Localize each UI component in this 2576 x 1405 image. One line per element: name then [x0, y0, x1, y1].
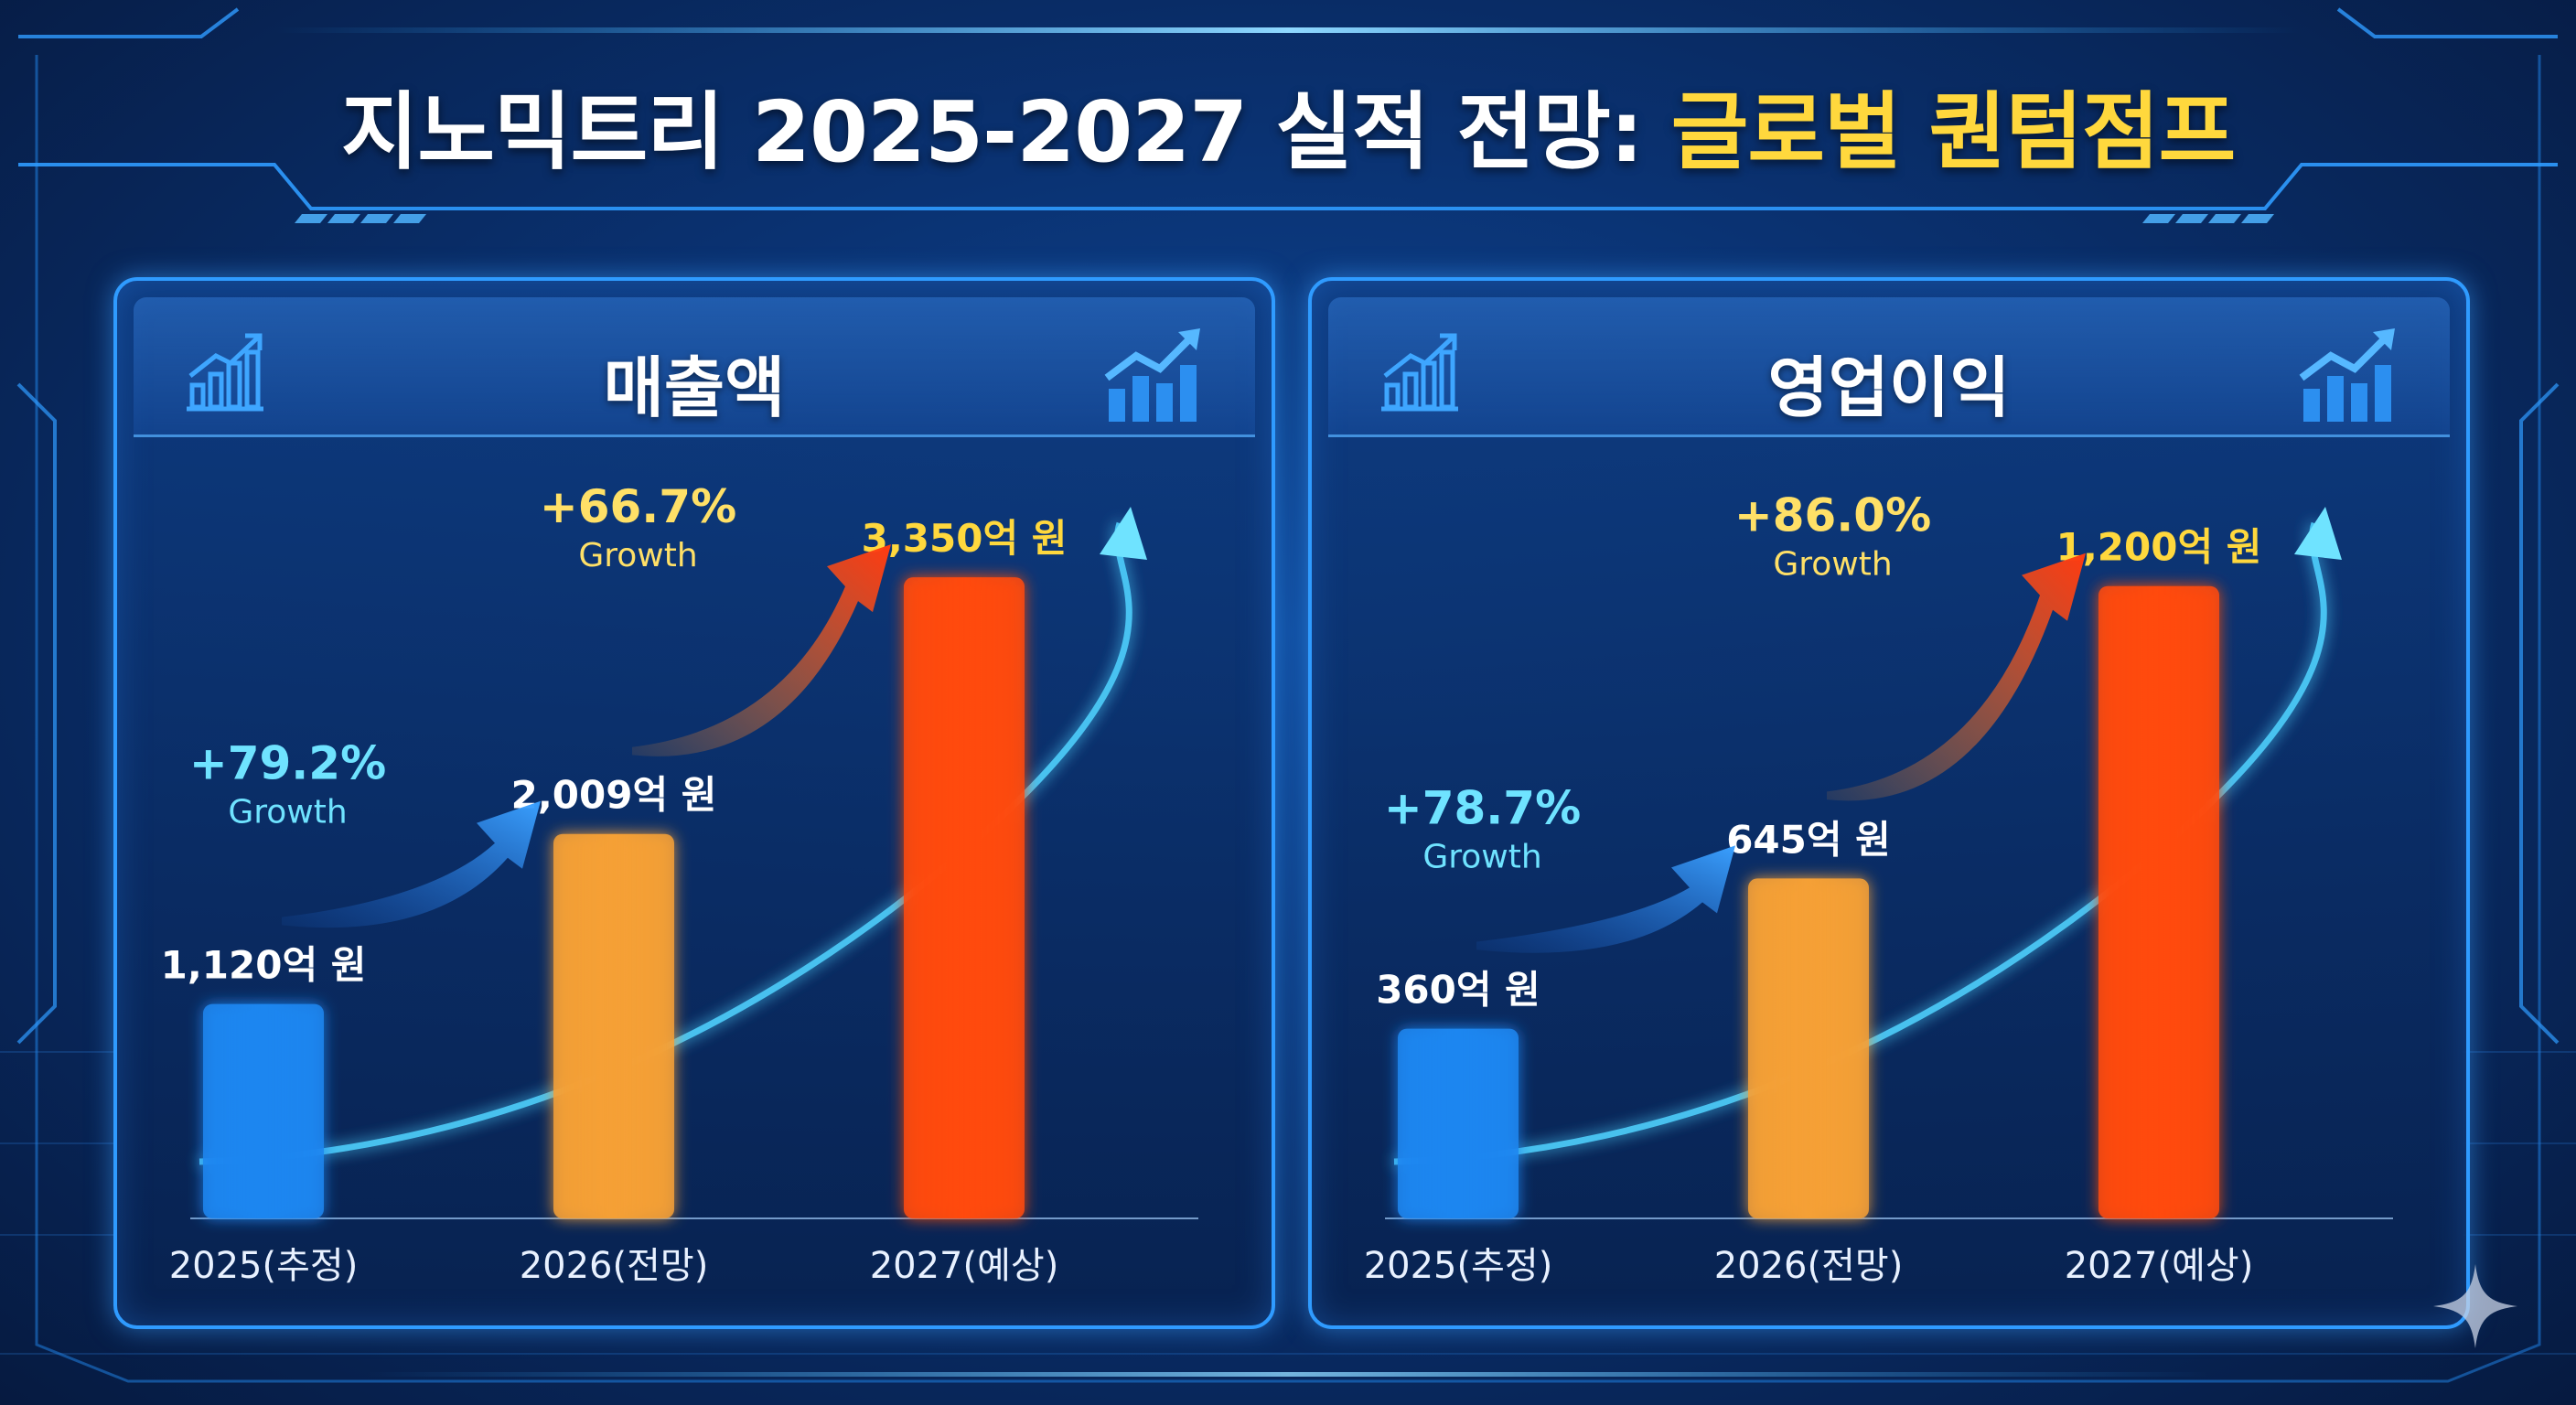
growth-percent: +66.7%: [540, 480, 736, 533]
bar: [553, 833, 674, 1218]
revenue-panel: 1,120억 원 2025(추정) 2,009억 원 2026(전망) 3,350억 원…: [113, 277, 1275, 1329]
bar: [203, 1003, 324, 1218]
growth-caption: Growth: [1773, 546, 1892, 584]
growth-caption: Growth: [228, 794, 347, 831]
bar-chart-up-icon: [187, 333, 263, 412]
page-title: 지노믹트리 2025-2027 실적 전망: 글로벌 퀀텀점프: [0, 64, 2576, 186]
bar-chart: 360억 원 2025(추정) 645억 원 2026(전망) 1,200억 원 2027…: [1364, 489, 2393, 1287]
title-main: 지노믹트리 2025-2027 실적 전망:: [340, 83, 1671, 181]
bar: [1398, 1028, 1519, 1218]
title-frame: [18, 163, 2558, 210]
growth-arrow: [1827, 552, 2086, 801]
growth-percent: +86.0%: [1734, 489, 1931, 542]
value-label: 645억 원: [1726, 817, 1891, 862]
bar-chart-up-icon: [1381, 333, 1458, 412]
category-label: 2026(전망): [1714, 1245, 1904, 1287]
category-label: 2026(전망): [520, 1245, 709, 1287]
bar: [1748, 878, 1869, 1218]
growth-caption: Growth: [578, 537, 697, 574]
growth-percent: +79.2%: [189, 737, 386, 790]
left-bracket: [16, 382, 57, 1045]
panel-header: 영업이익: [1328, 297, 2450, 437]
category-label: 2027(예상): [2065, 1245, 2254, 1287]
stripe-marks-right: [2142, 214, 2274, 223]
growth-bars-arrow-icon: [1104, 328, 1200, 422]
growth-arrow: [632, 544, 891, 756]
bottom-glow-line: [366, 1372, 2210, 1377]
growth-arrow: [1476, 845, 1735, 953]
outer-frame: [35, 55, 2541, 1383]
value-label: 3,350억 원: [862, 516, 1068, 561]
category-label: 2025(추정): [1364, 1245, 1553, 1287]
bar: [2098, 585, 2219, 1218]
sparkle-icon: [2433, 1264, 2517, 1348]
value-label: 1,200억 원: [2056, 525, 2262, 570]
panel-title: 매출액: [603, 349, 786, 426]
value-label: 360억 원: [1376, 968, 1540, 1013]
category-label: 2025(추정): [169, 1245, 359, 1287]
growth-caption: Growth: [1422, 838, 1541, 875]
stripe-marks-left: [295, 214, 426, 223]
title-highlight: 글로벌 퀀텀점프: [1670, 83, 2237, 181]
trend-arrowhead: [2294, 507, 2342, 560]
category-label: 2027(예상): [870, 1245, 1059, 1287]
growth-arrow: [282, 800, 541, 928]
bar: [904, 577, 1025, 1218]
growth-bars-arrow-icon: [2299, 328, 2395, 422]
panel-header: 매출액: [134, 297, 1255, 437]
panel-title: 영업이익: [1767, 349, 2011, 426]
corner-frame: [18, 7, 2558, 38]
right-bracket: [2519, 382, 2560, 1045]
growth-percent: +78.7%: [1384, 781, 1581, 834]
value-label: 2,009억 원: [511, 773, 717, 818]
floor-grid: [0, 1051, 2576, 1355]
value-label: 1,120억 원: [161, 943, 367, 988]
bar-chart: 1,120억 원 2025(추정) 2,009억 원 2026(전망) 3,350억 원…: [161, 480, 1198, 1287]
top-glow-line: [274, 27, 2302, 33]
trend-arrowhead: [1100, 507, 1147, 560]
operating-profit-panel: 360억 원 2025(추정) 645억 원 2026(전망) 1,200억 원 2027…: [1308, 277, 2470, 1329]
